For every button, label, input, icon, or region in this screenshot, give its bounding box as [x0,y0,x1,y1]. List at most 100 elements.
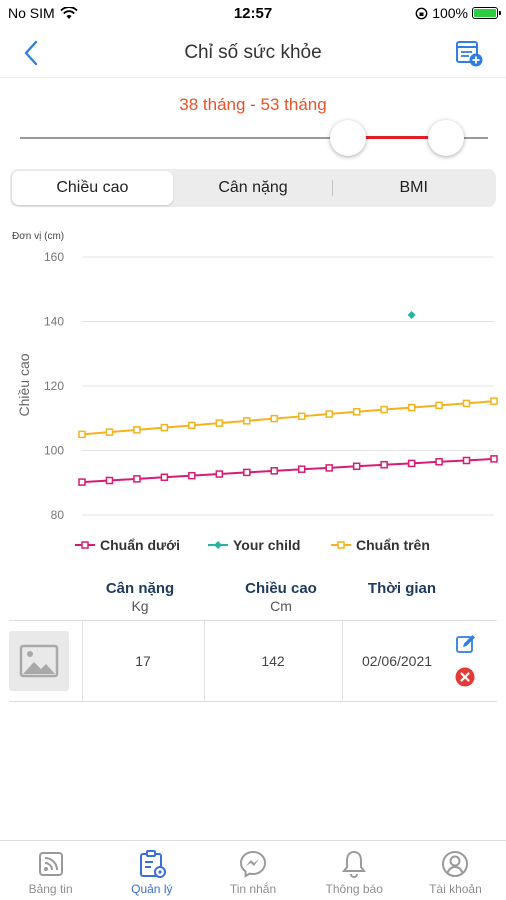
manage-icon [139,850,166,878]
series-0 [78,455,498,486]
y-tick-label: 160 [44,250,64,264]
tabbar-label-notifications: Thông báo [325,882,383,896]
legend-item: Chuẩn trên [331,537,430,553]
status-left: No SIM [8,5,78,21]
data-point [188,421,196,430]
data-point [325,464,333,472]
carrier-label: No SIM [8,5,55,21]
tabbar-label-messages: Tin nhắn [229,882,277,896]
wifi-icon [60,6,78,19]
slider-selected-range [348,136,446,139]
cell-divider [204,621,205,701]
table-row[interactable]: 17 142 02/06/2021 [9,620,497,702]
delete-icon[interactable] [455,667,475,687]
data-point [133,475,141,483]
series-line [81,400,495,436]
y-tick-label: 140 [44,315,64,329]
header-weight-title: Cân nặng [105,580,175,597]
cell-divider [82,621,83,701]
status-bar: No SIM 12:57 100% [0,0,506,28]
tabbar-item-notifications[interactable]: Thông báo [304,841,405,900]
data-point [435,401,443,410]
tabbar-item-account[interactable]: Tài khoản [405,841,506,900]
data-point [105,428,114,436]
tabbar-item-news[interactable]: Bảng tin [0,841,101,900]
data-point [352,408,361,416]
y-tick-label: 80 [51,508,65,522]
data-point [188,471,196,480]
tab-height[interactable]: Chiều cao [12,171,173,205]
data-point [462,399,471,408]
tabbar-item-manage[interactable]: Quản lý [101,841,202,900]
data-point [490,397,498,405]
tab-bmi[interactable]: BMI [399,179,428,196]
back-icon[interactable] [18,38,48,68]
battery-percent: 100% [432,5,468,21]
status-right: 100% [415,5,501,21]
weight-value: 17 [135,653,151,669]
tabbar-label-news: Bảng tin [28,882,73,896]
data-point [297,412,306,421]
legend-item: Chuẩn dưới [75,537,180,553]
series-1 [407,311,416,320]
data-point [215,470,224,478]
y-tick-label: 120 [44,379,64,393]
slider-thumb-max[interactable] [428,120,464,156]
height-chart: Đơn vị (cm) Chiều cao 80 100 120 140 160 Chu… [12,231,498,553]
image-placeholder-icon[interactable] [9,631,69,691]
news-icon [38,852,63,876]
height-value: 142 [261,653,285,669]
chart-unit-label: Đơn vị (cm) [12,231,64,242]
header-weight: Cân nặng Kg [80,580,200,614]
data-point [407,403,416,412]
y-axis-title: Chiều cao [16,353,32,416]
slider-track [20,137,488,139]
user-icon [442,851,469,877]
series-line [81,457,495,484]
legend-label: Chuẩn dưới [100,537,180,553]
bell-icon [342,850,367,878]
data-point [78,430,86,439]
legend-label: Your child [233,537,300,553]
data-point [407,459,416,468]
data-point [490,455,498,463]
data-point [215,419,224,427]
legend-marker [214,541,222,549]
data-point [270,467,279,475]
metric-tabs: Chiều cao Cân nặng BMI [10,169,496,207]
legend-marker [81,541,89,549]
slider-thumb-min[interactable] [330,120,366,156]
data-point [352,462,361,471]
table-header: Cân nặng Kg Chiều cao Cm Thời gian [0,580,506,620]
tab-weight[interactable]: Cân nặng [173,171,334,205]
date-value: 02/06/2021 [361,653,433,669]
header-weight-unit: Kg [131,598,149,614]
messenger-icon [239,850,267,878]
cell-divider [342,621,343,701]
add-record-icon[interactable] [454,38,484,68]
data-point [78,478,86,486]
data-point [243,468,251,477]
legend-label: Chuẩn trên [356,537,430,553]
y-tick-label: 100 [44,444,64,458]
header-time-title: Thời gian [367,580,437,597]
age-range-slider[interactable] [20,118,488,158]
age-range-label: 38 tháng - 53 tháng [179,95,327,114]
tab-divider [332,180,334,196]
data-point [380,460,388,469]
data-point [407,311,416,320]
clock: 12:57 [233,5,273,22]
tab-weight-label: Cân nặng [218,179,288,196]
header-time: Thời gian [342,580,462,597]
data-point [243,417,251,425]
page-title: Chỉ số sức khỏe [184,42,322,63]
edit-icon[interactable] [455,633,477,655]
series-2 [78,397,498,439]
data-point [270,414,279,423]
data-point [325,410,333,418]
tabbar-item-messages[interactable]: Tin nhắn [202,841,303,900]
tabbar-label-manage: Quản lý [131,882,173,896]
nav-bar: Chỉ số sức khỏe [0,28,506,78]
orientation-lock-icon [415,7,428,19]
legend-marker [337,541,345,549]
